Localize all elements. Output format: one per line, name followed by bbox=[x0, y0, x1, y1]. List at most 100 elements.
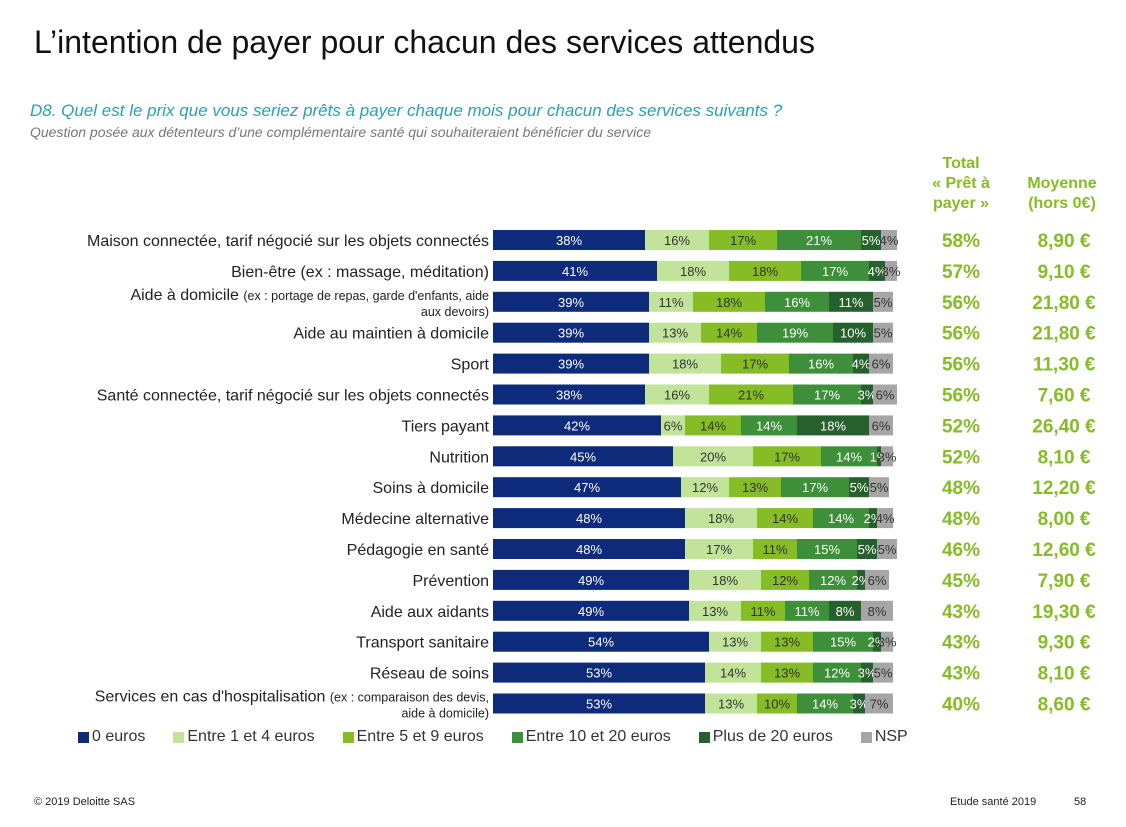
bar-segment bbox=[877, 446, 881, 467]
bar-segment bbox=[709, 230, 777, 250]
bar-segment bbox=[873, 291, 893, 312]
bar-segment bbox=[777, 230, 861, 250]
bar-segment bbox=[729, 260, 801, 281]
bar-value-label: 5% bbox=[874, 295, 893, 310]
bar-value-label: 49% bbox=[578, 573, 604, 588]
legend-label: Entre 1 et 4 euros bbox=[187, 728, 315, 745]
bar-segment bbox=[797, 693, 853, 714]
question-text: D8. Quel est le prix que vous seriez prê… bbox=[30, 101, 783, 120]
average-price: 7,90 € bbox=[1038, 571, 1091, 592]
legend-item: Entre 5 et 9 euros bbox=[342, 728, 484, 746]
total-ready-to-pay: 46% bbox=[942, 540, 980, 561]
average-price: 11,30 € bbox=[1033, 355, 1096, 376]
bar-segment bbox=[645, 384, 709, 405]
bar-value-label: 16% bbox=[664, 233, 690, 248]
bar-segment bbox=[493, 693, 705, 714]
bar-value-label: 14% bbox=[700, 418, 726, 433]
bar-segment bbox=[493, 260, 657, 281]
bar-segment bbox=[877, 508, 893, 529]
average-price: 8,00 € bbox=[1038, 509, 1091, 530]
bar-value-label: 6% bbox=[876, 388, 895, 403]
legend-label: 0 euros bbox=[92, 728, 146, 745]
header-total-line: payer » bbox=[932, 195, 990, 212]
bar-value-label: 53% bbox=[586, 666, 612, 681]
bar-value-label: 39% bbox=[558, 295, 584, 310]
bar-segment bbox=[709, 384, 793, 405]
bar-value-label: 11% bbox=[794, 604, 819, 619]
bar-value-label: 18% bbox=[680, 264, 706, 279]
bar-value-label: 45% bbox=[570, 449, 596, 464]
bar-segment bbox=[649, 291, 693, 312]
bar-value-label: 18% bbox=[752, 264, 778, 279]
bar-value-label: 19% bbox=[782, 326, 808, 341]
bar-segment bbox=[757, 508, 813, 529]
average-price: 12,20 € bbox=[1032, 478, 1096, 499]
legend-item: Plus de 20 euros bbox=[698, 728, 833, 746]
bar-value-label: 3% bbox=[882, 264, 901, 279]
category-note: aide à domicile) bbox=[401, 707, 489, 721]
bar-value-label: 10% bbox=[840, 326, 866, 341]
bar-segment bbox=[865, 693, 893, 714]
bar-value-label: 7% bbox=[870, 697, 889, 712]
bar-value-label: 5% bbox=[862, 233, 881, 248]
bar-segment bbox=[853, 693, 865, 714]
average-price: 26,40 € bbox=[1032, 416, 1096, 437]
bar-value-label: 42% bbox=[564, 418, 590, 433]
bar-segment bbox=[753, 539, 797, 559]
category-note: aux devoirs) bbox=[421, 305, 489, 319]
bar-segment bbox=[869, 508, 877, 529]
bar-value-label: 47% bbox=[574, 480, 600, 495]
bar-segment bbox=[493, 291, 649, 312]
bar-value-label: 48% bbox=[576, 511, 602, 526]
bar-segment bbox=[861, 662, 873, 683]
bar-segment bbox=[729, 477, 781, 498]
bar-segment bbox=[709, 631, 761, 652]
average-price: 8,10 € bbox=[1038, 664, 1091, 685]
bar-segment bbox=[885, 260, 897, 281]
total-ready-to-pay: 57% bbox=[942, 262, 980, 283]
bar-segment bbox=[493, 477, 681, 498]
bar-value-label: 14% bbox=[828, 511, 854, 526]
bar-segment bbox=[661, 415, 685, 436]
total-ready-to-pay: 52% bbox=[942, 416, 980, 437]
bar-value-label: 18% bbox=[716, 295, 742, 310]
bar-segment bbox=[865, 569, 889, 590]
legend-swatch bbox=[342, 731, 354, 743]
category-label: Prévention bbox=[413, 573, 490, 590]
total-ready-to-pay: 48% bbox=[942, 478, 980, 499]
bar-value-label: 5% bbox=[870, 480, 889, 495]
bar-segment bbox=[705, 693, 757, 714]
header-total: Total « Prêt à payer » bbox=[916, 154, 1006, 214]
bar-segment bbox=[493, 631, 709, 652]
total-ready-to-pay: 52% bbox=[942, 447, 980, 468]
bar-value-label: 14% bbox=[756, 418, 782, 433]
bar-segment bbox=[821, 446, 877, 467]
bar-value-label: 17% bbox=[774, 449, 800, 464]
bar-segment bbox=[857, 569, 865, 590]
bar-value-label: 54% bbox=[588, 635, 614, 650]
bar-segment bbox=[493, 446, 673, 467]
bar-segment bbox=[813, 662, 861, 683]
bar-segment bbox=[493, 662, 705, 683]
bar-value-label: 17% bbox=[822, 264, 848, 279]
bar-segment bbox=[801, 260, 869, 281]
bar-value-label: 14% bbox=[812, 697, 838, 712]
category-label: Aide au maintien à domicile bbox=[293, 326, 489, 343]
bar-value-label: 16% bbox=[784, 295, 810, 310]
bar-value-label: 13% bbox=[774, 666, 800, 681]
header-total-line: Total bbox=[942, 155, 980, 172]
legend-swatch bbox=[78, 731, 89, 743]
page-number: 58 bbox=[1074, 796, 1087, 808]
bar-value-label: 6% bbox=[872, 357, 891, 372]
total-ready-to-pay: 40% bbox=[942, 695, 980, 716]
bar-value-label: 6% bbox=[872, 418, 891, 433]
bar-value-label: 14% bbox=[836, 449, 862, 464]
bar-value-label: 13% bbox=[722, 635, 748, 650]
bar-segment bbox=[757, 693, 797, 714]
bar-value-label: 17% bbox=[706, 542, 732, 557]
bar-segment bbox=[793, 384, 861, 405]
bar-value-label: 53% bbox=[586, 697, 612, 712]
bar-segment bbox=[493, 322, 649, 343]
bar-segment bbox=[757, 322, 833, 343]
bar-value-label: 16% bbox=[664, 388, 690, 403]
